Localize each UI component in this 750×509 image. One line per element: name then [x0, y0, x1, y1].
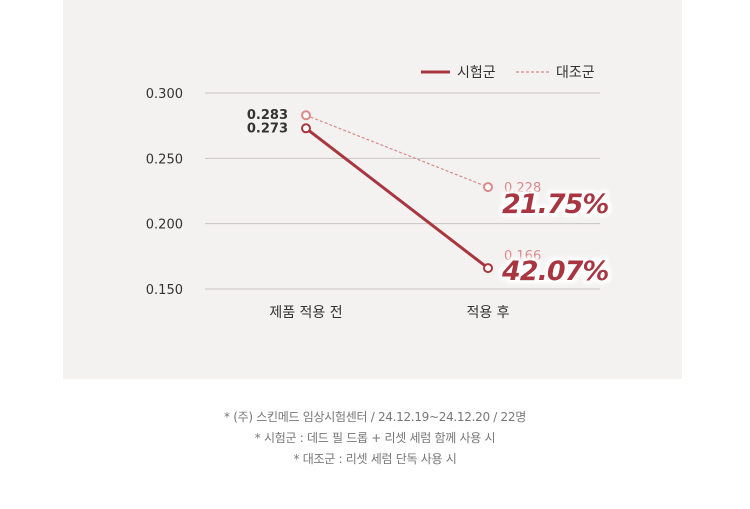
footnote-test-group: * 시험군 : 데드 필 드롭 + 리셋 세럼 함께 사용 시 [254, 431, 496, 445]
annotation-control-change: 21.75% [502, 189, 608, 220]
legend-label-test: 시험군 [457, 65, 496, 81]
series-line-test [305, 127, 489, 270]
data-point-control [301, 110, 311, 121]
data-point-control [483, 182, 493, 193]
x-tick-label: 적용 후 [466, 305, 509, 321]
data-point-test [483, 263, 493, 274]
data-label-control: 0.283 [247, 108, 288, 123]
y-tick-label: 0.300 [146, 87, 183, 102]
footnote-source: * (주) 스킨메드 임상시험센터 / 24.12.19~24.12.20 / … [224, 410, 526, 424]
y-tick-label: 0.200 [146, 218, 183, 233]
data-label-test: 0.273 [247, 121, 288, 136]
line-chart: 0.300 0.250 0.200 0.150 제품 적용 전 적용 후 시험군 대조군 0… [146, 65, 610, 321]
legend-label-control: 대조군 [556, 65, 595, 81]
x-tick-label: 제품 적용 전 [269, 305, 342, 321]
data-point-test [301, 123, 311, 134]
data-label-control: 0.228 [504, 181, 541, 196]
data-label-test: 0.166 [504, 249, 541, 264]
annotation-test-change: 42.07% [501, 256, 608, 287]
series-line-control [305, 114, 489, 188]
y-tick-label: 0.250 [146, 152, 183, 167]
footnote-control-group: * 대조군 : 리셋 세럼 단독 사용 시 [293, 452, 457, 466]
chart-panel [63, 0, 682, 379]
footnotes: * (주) 스킨메드 임상시험센터 / 24.12.19~24.12.20 / … [0, 407, 750, 470]
y-tick-label: 0.150 [146, 283, 183, 298]
